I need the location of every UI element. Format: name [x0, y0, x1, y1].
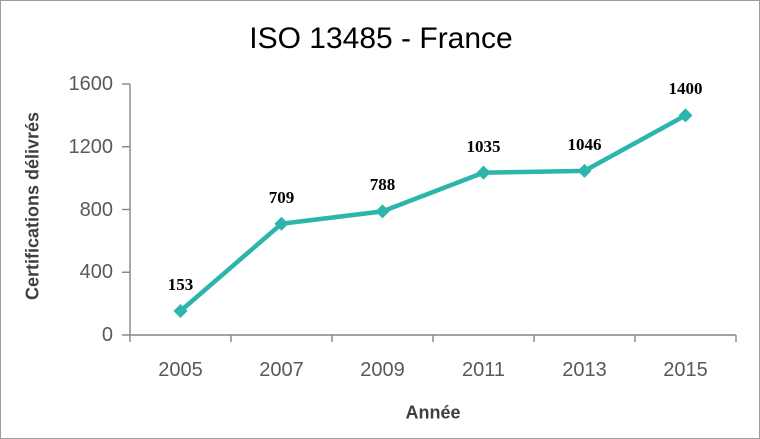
data-point-marker — [274, 216, 289, 231]
data-point-marker — [678, 108, 693, 123]
x-tick-label: 2013 — [562, 359, 607, 381]
y-tick-label: 400 — [79, 261, 113, 284]
series-line — [178, 113, 688, 314]
x-tick-label: 2005 — [158, 359, 203, 381]
data-point-marker — [476, 165, 491, 180]
y-tick-label: 800 — [79, 198, 113, 221]
x-tick-label: 2015 — [663, 359, 708, 381]
data-label: 709 — [268, 187, 295, 207]
y-tick-label: 0 — [101, 324, 113, 346]
chart-title: ISO 13485 - France — [249, 22, 513, 55]
x-tick-label: 2011 — [461, 359, 505, 381]
data-label: 153 — [167, 274, 194, 294]
data-point-marker — [375, 204, 390, 219]
y-tick-label: 1200 — [68, 135, 114, 158]
x-axis-title: Année — [405, 402, 461, 423]
data-label: 1035 — [466, 136, 501, 156]
y-axis-title: Certifications délivrés — [22, 111, 43, 301]
x-tick-label: 2009 — [360, 359, 405, 381]
data-label: 1400 — [668, 79, 703, 99]
data-label: 1046 — [567, 134, 602, 154]
data-point-marker — [577, 163, 592, 178]
data-point-marker — [173, 303, 188, 318]
x-tick-label: 2007 — [259, 359, 304, 381]
data-label: 788 — [369, 175, 396, 195]
y-tick-label: 1600 — [68, 73, 114, 95]
